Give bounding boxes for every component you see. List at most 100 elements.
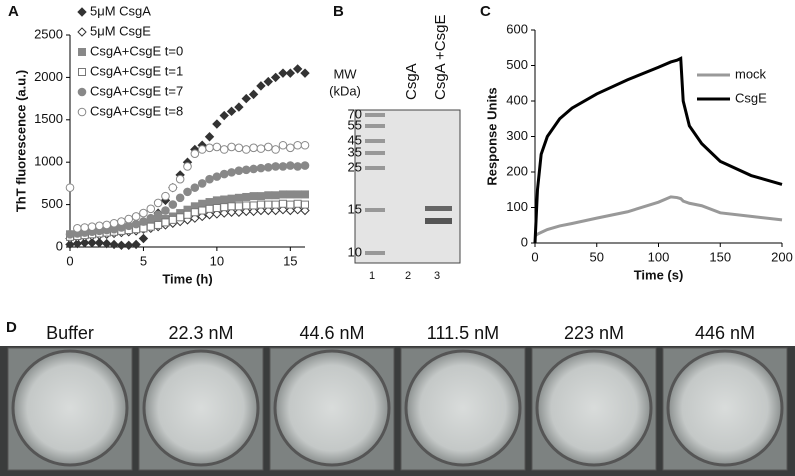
mw-marker: 70 xyxy=(348,106,362,121)
x-tick-label: 100 xyxy=(648,249,670,264)
y-tick-label: 100 xyxy=(506,199,528,214)
point xyxy=(117,217,126,226)
point xyxy=(220,203,229,212)
point xyxy=(77,87,87,97)
point xyxy=(220,195,229,204)
mw-marker: 10 xyxy=(348,244,362,259)
point xyxy=(278,140,288,150)
x-axis-label: Time (h) xyxy=(162,271,212,286)
point xyxy=(263,142,273,152)
point xyxy=(264,191,273,200)
point xyxy=(212,172,222,181)
point xyxy=(286,161,295,170)
x-tick-label: 0 xyxy=(66,253,73,268)
point xyxy=(94,238,105,248)
point xyxy=(227,194,236,203)
point xyxy=(292,64,303,74)
panel-label: C xyxy=(480,3,491,20)
point xyxy=(212,142,222,152)
point xyxy=(227,142,236,152)
well-label: 111.5 nM xyxy=(427,323,499,343)
point xyxy=(249,143,258,153)
point xyxy=(146,213,156,223)
point xyxy=(139,208,148,218)
point xyxy=(256,200,265,209)
y-tick-label: 0 xyxy=(521,234,528,249)
y-tick-label: 200 xyxy=(506,163,528,178)
point xyxy=(80,223,89,232)
point xyxy=(271,200,280,209)
point xyxy=(242,201,251,210)
lane-header: CsgA +CsgE xyxy=(432,15,449,100)
mw-marker: 45 xyxy=(348,132,362,147)
point xyxy=(278,68,288,78)
point xyxy=(183,162,192,171)
point xyxy=(293,140,302,150)
point xyxy=(102,238,112,249)
point xyxy=(102,220,112,230)
gel xyxy=(354,109,461,264)
point xyxy=(286,200,295,209)
point xyxy=(256,163,266,173)
y-tick-label: 1500 xyxy=(34,111,63,126)
point xyxy=(138,233,149,244)
point xyxy=(183,210,192,219)
well xyxy=(404,349,522,467)
lane-number: 1 xyxy=(369,270,375,282)
point xyxy=(219,169,229,179)
point xyxy=(77,27,87,37)
point xyxy=(271,162,280,171)
lane-number: 2 xyxy=(405,270,411,282)
point xyxy=(301,190,309,199)
point xyxy=(73,224,82,233)
point xyxy=(116,240,127,251)
point xyxy=(227,168,236,177)
band xyxy=(425,206,452,211)
well xyxy=(666,349,784,467)
x-tick-label: 0 xyxy=(531,249,538,264)
point xyxy=(300,161,310,170)
lane-header: CsgA xyxy=(403,63,420,100)
point xyxy=(198,199,207,208)
mw-unit: (kDa) xyxy=(329,83,361,98)
point xyxy=(256,192,265,201)
legend-label: CsgA+CsgE t=8 xyxy=(90,103,183,118)
y-tick-label: 1000 xyxy=(34,154,63,169)
y-axis-label: Response Units xyxy=(484,87,499,185)
point xyxy=(146,222,155,231)
point xyxy=(139,217,148,226)
point xyxy=(109,218,119,228)
point xyxy=(212,203,221,212)
y-tick-label: 500 xyxy=(506,57,528,72)
legend-label: CsgA+CsgE t=7 xyxy=(90,83,183,98)
point xyxy=(109,239,119,250)
point xyxy=(300,140,310,150)
point xyxy=(153,210,163,220)
point xyxy=(249,164,258,174)
point xyxy=(249,201,258,210)
point xyxy=(227,202,236,211)
point xyxy=(212,196,221,205)
ladder-band xyxy=(365,139,385,143)
point xyxy=(146,204,156,214)
point xyxy=(65,229,75,239)
well-label: 223 nM xyxy=(564,323,624,343)
y-tick-label: 0 xyxy=(56,238,63,253)
point xyxy=(205,143,214,153)
point xyxy=(278,190,287,199)
point xyxy=(212,119,222,129)
well xyxy=(142,349,260,467)
point xyxy=(301,200,309,209)
line xyxy=(533,56,783,244)
line xyxy=(534,195,783,238)
point xyxy=(300,68,310,78)
ladder-band xyxy=(365,151,385,155)
point xyxy=(161,206,170,215)
point xyxy=(293,199,302,208)
well-label: 44.6 nM xyxy=(299,323,364,343)
point xyxy=(219,145,229,154)
well-label: Buffer xyxy=(46,323,94,343)
point xyxy=(87,222,97,231)
point xyxy=(79,238,90,248)
legend-label: CsgA+CsgE t=0 xyxy=(90,43,183,58)
